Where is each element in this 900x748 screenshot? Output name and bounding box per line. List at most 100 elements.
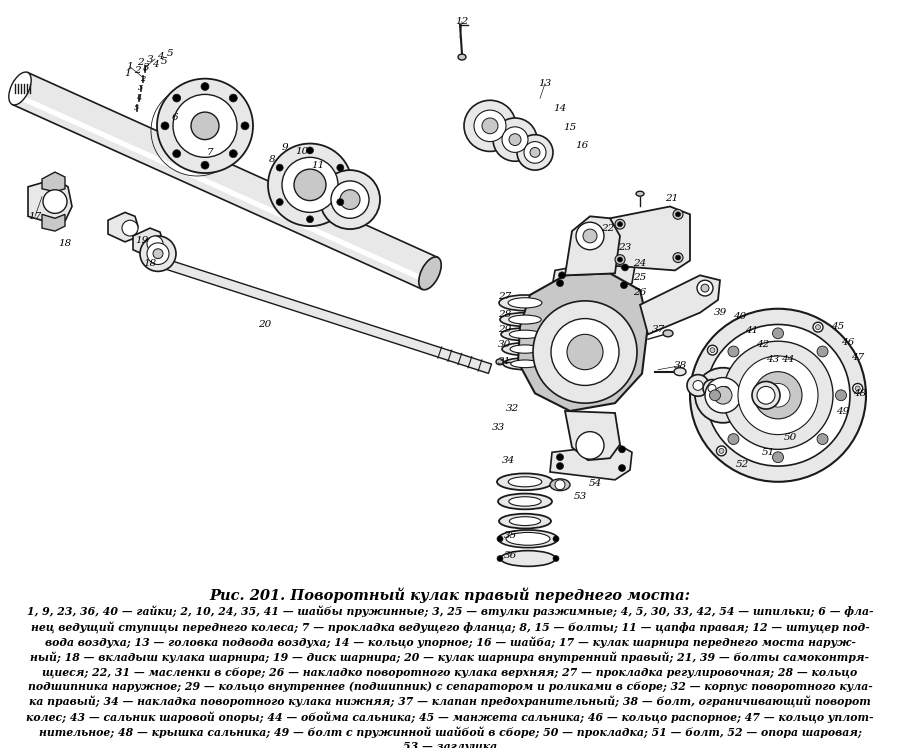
Text: 34: 34	[501, 456, 515, 465]
Text: 4: 4	[152, 61, 158, 70]
Circle shape	[673, 253, 683, 263]
Ellipse shape	[458, 54, 466, 60]
Circle shape	[556, 280, 563, 286]
Circle shape	[617, 257, 623, 262]
Ellipse shape	[508, 315, 541, 324]
Circle shape	[122, 220, 138, 236]
Text: 1: 1	[127, 62, 133, 71]
Polygon shape	[13, 73, 437, 289]
Text: 5: 5	[134, 104, 140, 112]
Polygon shape	[28, 179, 72, 224]
Ellipse shape	[502, 343, 548, 355]
Circle shape	[817, 346, 828, 357]
Text: 18: 18	[143, 259, 157, 268]
Text: 6: 6	[172, 114, 178, 123]
Text: 22: 22	[601, 224, 615, 233]
Ellipse shape	[674, 368, 686, 375]
Text: Рис. 201. Поворотный кулак правый переднего моста:: Рис. 201. Поворотный кулак правый передн…	[210, 587, 690, 603]
Circle shape	[576, 432, 604, 459]
Circle shape	[502, 127, 528, 153]
Circle shape	[622, 264, 628, 271]
Circle shape	[241, 122, 249, 130]
Polygon shape	[565, 216, 620, 275]
Text: 32: 32	[506, 404, 518, 413]
Circle shape	[754, 372, 802, 419]
Text: 25: 25	[634, 273, 646, 282]
Circle shape	[553, 536, 559, 542]
Text: 14: 14	[554, 104, 567, 113]
Text: 13: 13	[538, 79, 552, 88]
Ellipse shape	[508, 298, 542, 308]
Circle shape	[708, 384, 716, 392]
Text: 39: 39	[714, 308, 726, 317]
Circle shape	[173, 94, 181, 102]
Circle shape	[695, 368, 751, 423]
Circle shape	[567, 334, 603, 370]
Text: 36: 36	[503, 551, 517, 560]
Circle shape	[230, 150, 238, 158]
Text: 10: 10	[295, 147, 309, 156]
Circle shape	[723, 341, 833, 450]
Text: 43: 43	[767, 355, 779, 364]
Polygon shape	[42, 172, 65, 191]
Circle shape	[673, 209, 683, 219]
Circle shape	[707, 346, 717, 355]
Circle shape	[617, 221, 623, 227]
Circle shape	[676, 255, 680, 260]
Circle shape	[147, 236, 163, 252]
Circle shape	[337, 199, 344, 206]
Circle shape	[551, 319, 619, 385]
Ellipse shape	[498, 494, 552, 509]
Text: 53: 53	[573, 492, 587, 501]
Polygon shape	[640, 275, 720, 334]
Text: 18: 18	[58, 239, 72, 248]
Ellipse shape	[503, 358, 547, 370]
Circle shape	[738, 356, 818, 435]
Text: 4: 4	[157, 52, 163, 61]
Circle shape	[556, 454, 563, 461]
Circle shape	[555, 479, 565, 490]
Circle shape	[276, 199, 284, 206]
Circle shape	[294, 169, 326, 200]
Ellipse shape	[500, 313, 550, 326]
Circle shape	[706, 325, 850, 466]
Ellipse shape	[506, 533, 550, 545]
Text: 12: 12	[455, 17, 469, 26]
Circle shape	[615, 254, 625, 265]
Circle shape	[493, 118, 537, 162]
Text: 2: 2	[140, 75, 146, 83]
Circle shape	[615, 219, 625, 229]
Polygon shape	[552, 259, 635, 293]
Polygon shape	[15, 94, 428, 283]
Text: 8: 8	[269, 155, 275, 164]
Ellipse shape	[501, 328, 549, 340]
Text: 3: 3	[139, 85, 144, 93]
Text: 31: 31	[499, 358, 511, 367]
Ellipse shape	[499, 295, 551, 310]
Circle shape	[276, 165, 284, 171]
Circle shape	[690, 309, 866, 482]
Ellipse shape	[510, 345, 540, 353]
Circle shape	[701, 284, 709, 292]
Text: 44: 44	[781, 355, 795, 364]
Ellipse shape	[497, 473, 553, 490]
Circle shape	[43, 190, 67, 213]
Text: 45: 45	[832, 322, 844, 331]
Text: 26: 26	[634, 287, 646, 296]
Circle shape	[331, 181, 369, 218]
Circle shape	[709, 390, 721, 401]
Circle shape	[556, 462, 563, 470]
Circle shape	[716, 446, 726, 456]
Circle shape	[268, 144, 352, 226]
Text: 46: 46	[842, 337, 855, 346]
Circle shape	[173, 150, 181, 158]
Text: 1, 9, 23, 36, 40 — гайки; 2, 10, 24, 35, 41 — шайбы пружинные; 3, 25 — втулки ра: 1, 9, 23, 36, 40 — гайки; 2, 10, 24, 35,…	[26, 606, 874, 748]
Circle shape	[282, 157, 338, 212]
Text: 9: 9	[282, 143, 288, 152]
Text: 52: 52	[735, 459, 749, 468]
Circle shape	[497, 556, 503, 562]
Text: 7: 7	[207, 148, 213, 157]
Circle shape	[719, 449, 724, 453]
Circle shape	[517, 135, 553, 170]
Text: 2: 2	[137, 58, 143, 67]
